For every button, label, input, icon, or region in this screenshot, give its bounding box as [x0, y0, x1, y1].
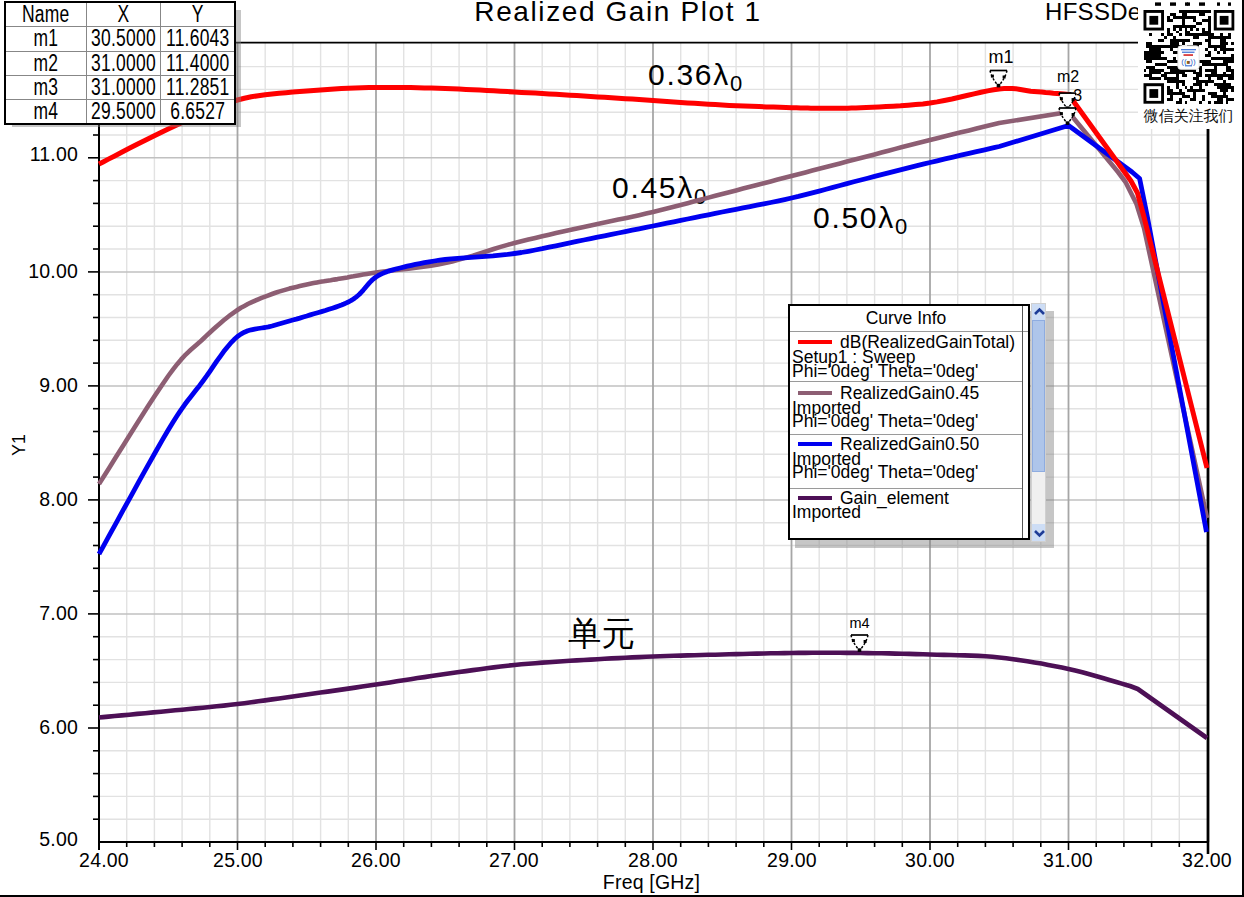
svg-text:((■)): ((■)): [1181, 57, 1196, 66]
